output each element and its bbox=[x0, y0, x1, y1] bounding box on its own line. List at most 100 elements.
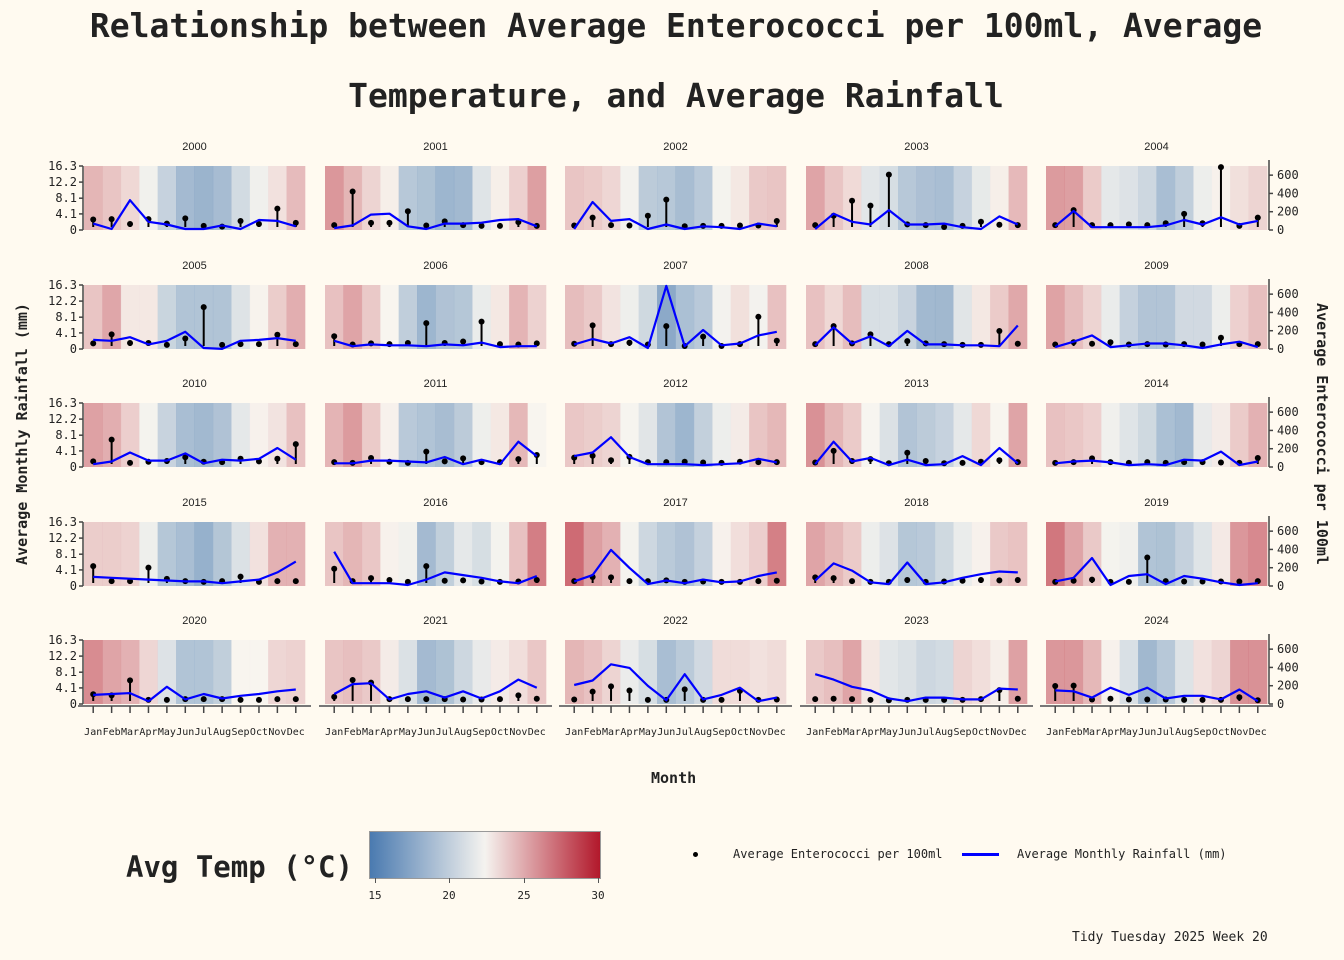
x-tick-label: May bbox=[399, 727, 417, 738]
temp-cell bbox=[1174, 166, 1194, 230]
panel-2006: 2006 bbox=[325, 260, 547, 349]
temp-cell bbox=[971, 403, 991, 467]
temp-cell bbox=[583, 403, 603, 467]
x-tick-label: May bbox=[1120, 727, 1138, 738]
temp-cell bbox=[212, 403, 232, 467]
enterococci-dot bbox=[274, 331, 281, 338]
temp-cell bbox=[990, 285, 1009, 349]
temp-cell bbox=[157, 640, 177, 704]
y-tick-label-right: 0 bbox=[1277, 579, 1284, 593]
y-tick-label-left: 16.3 bbox=[48, 396, 77, 410]
enterococci-dot bbox=[274, 696, 281, 703]
rainfall-line bbox=[573, 200, 777, 231]
enterococci-dot bbox=[460, 577, 467, 584]
y-tick-label-right: 400 bbox=[1277, 542, 1299, 556]
x-tick-label: Nov bbox=[990, 727, 1008, 738]
enterococci-dot bbox=[1014, 340, 1021, 347]
enterococci-dot bbox=[1217, 164, 1224, 171]
temp-cell bbox=[120, 285, 140, 349]
y-tick-label-left: 8.1 bbox=[55, 310, 77, 324]
enterococci-dot bbox=[255, 696, 262, 703]
temp-cell bbox=[325, 166, 344, 230]
enterococci-dot bbox=[292, 696, 299, 703]
temp-cell bbox=[1193, 403, 1213, 467]
temp-cell bbox=[934, 166, 954, 230]
enterococci-dot bbox=[589, 688, 596, 695]
temp-cell bbox=[898, 403, 917, 467]
panel-2007: 2007 bbox=[565, 260, 787, 350]
rainfall-line bbox=[333, 678, 538, 701]
panel-title: 2005 bbox=[182, 260, 206, 272]
temp-cell bbox=[398, 166, 418, 230]
temp-cell bbox=[693, 522, 713, 586]
temp-cell bbox=[286, 166, 306, 230]
temp-cell bbox=[1119, 522, 1139, 586]
temp-cell bbox=[934, 285, 954, 349]
y-tick-label-left: 12.2 bbox=[48, 531, 77, 545]
legend-rainfall-marker bbox=[962, 853, 999, 856]
enterococci-dot bbox=[1125, 221, 1132, 228]
enterococci-dot bbox=[1144, 696, 1151, 703]
y-tick-label-right: 600 bbox=[1277, 405, 1299, 419]
enterococci-dot bbox=[496, 696, 503, 703]
panel-title: 2002 bbox=[663, 141, 687, 153]
rainfall-line bbox=[573, 548, 778, 586]
temp-cell bbox=[971, 166, 991, 230]
enterococci-dot bbox=[386, 577, 393, 584]
temp-cell bbox=[231, 285, 251, 349]
x-tick-label: Apr bbox=[620, 727, 638, 738]
x-tick-label: Apr bbox=[1101, 727, 1119, 738]
temp-cell bbox=[453, 285, 473, 349]
temp-cell bbox=[139, 403, 158, 467]
enterococci-dot bbox=[1052, 683, 1059, 690]
rainfall-line bbox=[333, 339, 537, 349]
rainfall-line bbox=[1055, 686, 1259, 703]
temp-cell bbox=[490, 522, 510, 586]
temp-cell bbox=[861, 640, 880, 704]
temp-cell bbox=[490, 403, 510, 467]
enterococci-dot bbox=[292, 578, 299, 585]
temp-cell bbox=[1156, 285, 1176, 349]
temp-cell bbox=[916, 640, 936, 704]
enterococci-dot bbox=[1181, 210, 1188, 217]
colorbar-tickmark bbox=[449, 878, 450, 883]
temp-cell bbox=[693, 166, 713, 230]
temp-cell bbox=[268, 285, 287, 349]
temp-cell bbox=[934, 403, 954, 467]
temp-cell bbox=[1119, 640, 1139, 704]
temp-cell bbox=[1230, 522, 1249, 586]
x-tick-label: Oct bbox=[250, 727, 268, 738]
temp-cell bbox=[417, 640, 436, 704]
panel-2009: 2009 0 200 400 600 bbox=[1046, 260, 1299, 356]
enterococci-dot bbox=[830, 695, 837, 702]
temp-cell bbox=[435, 166, 455, 230]
enterococci-dot bbox=[515, 456, 522, 463]
rainfall-line bbox=[1055, 450, 1259, 467]
temp-cell bbox=[490, 285, 510, 349]
temp-cell bbox=[1174, 403, 1194, 467]
rainfall-line bbox=[814, 324, 1019, 348]
x-tick-label: Jul bbox=[195, 727, 213, 738]
enterococci-dot bbox=[90, 563, 97, 570]
panel-2000: 2000 0 4.1 8.1 12.2 16.3 bbox=[48, 141, 306, 237]
panel-title: 2007 bbox=[663, 260, 687, 272]
enterococci-dot bbox=[1181, 578, 1188, 585]
enterococci-dot bbox=[127, 677, 134, 684]
temp-cell bbox=[212, 285, 232, 349]
enterococci-dot bbox=[681, 686, 688, 693]
enterococci-dot bbox=[1107, 339, 1114, 346]
temp-cell bbox=[1156, 166, 1176, 230]
temp-cell bbox=[231, 403, 251, 467]
temp-cell bbox=[806, 166, 825, 230]
y-tick-label-left: 0 bbox=[70, 697, 77, 711]
x-tick-label: Mar bbox=[362, 727, 380, 738]
x-tick-label: May bbox=[639, 727, 657, 738]
temp-cell bbox=[1138, 403, 1157, 467]
temp-cell bbox=[453, 522, 473, 586]
enterococci-dot bbox=[773, 337, 780, 344]
temp-cell bbox=[638, 403, 658, 467]
rainfall-line bbox=[92, 199, 297, 231]
x-tick-label: Jul bbox=[436, 727, 454, 738]
temp-cell bbox=[343, 285, 363, 349]
temp-cell bbox=[861, 285, 880, 349]
